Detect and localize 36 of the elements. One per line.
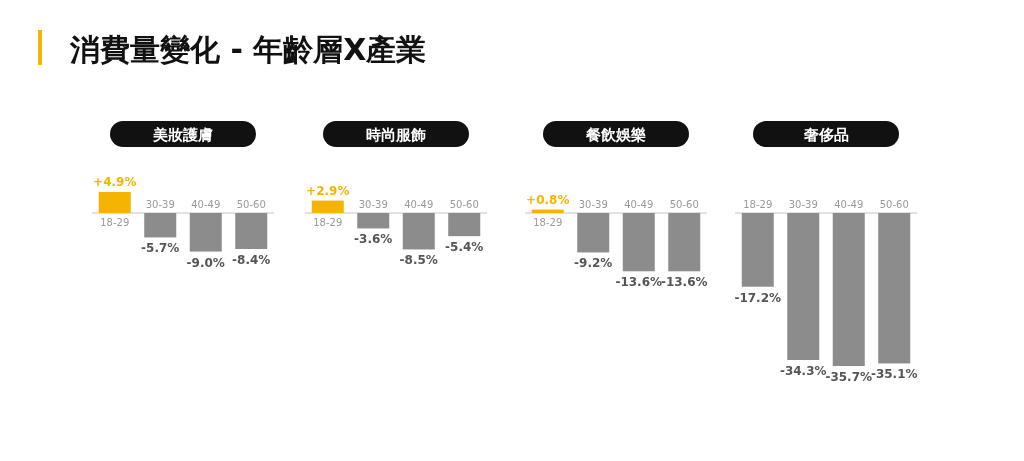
data-label: -13.6% <box>660 275 708 290</box>
x-tick-label: 50-60 <box>449 199 479 210</box>
x-tick-label: 18-29 <box>313 217 343 228</box>
x-tick-label: 30-39 <box>145 199 175 210</box>
chart-subtitle: 奢侈品 <box>802 126 849 144</box>
x-tick-label: 40-49 <box>191 199 221 210</box>
data-label: +0.8% <box>526 192 570 207</box>
x-tick-label: 18-29 <box>533 217 563 228</box>
data-label: -34.3% <box>779 364 827 378</box>
x-tick-label: 30-39 <box>578 199 608 210</box>
data-label: -8.5% <box>399 253 438 268</box>
data-label: -8.4% <box>232 253 271 267</box>
x-tick-label: 50-60 <box>236 199 266 210</box>
x-tick-label: 50-60 <box>879 199 909 210</box>
data-label: -35.7% <box>825 370 873 384</box>
chart-title: 消費量變化 - 年齡層X產業 <box>69 32 427 67</box>
data-label: -13.6% <box>615 275 663 290</box>
data-label: -5.7% <box>141 241 180 256</box>
data-label: -3.6% <box>354 232 393 247</box>
x-tick-label: 40-49 <box>834 199 864 210</box>
x-tick-label: 40-49 <box>624 199 654 210</box>
chart-subtitle: 美妝護膚 <box>152 126 213 144</box>
x-tick-label: 30-39 <box>788 199 818 210</box>
data-label: -9.2% <box>574 256 613 271</box>
x-tick-label: 50-60 <box>669 199 699 210</box>
data-label: +4.9% <box>93 175 137 189</box>
x-tick-label: 40-49 <box>404 199 434 210</box>
chart-subtitle: 餐飲娛樂 <box>585 126 646 144</box>
x-tick-label: 18-29 <box>100 217 130 228</box>
data-label: -5.4% <box>445 240 484 255</box>
data-label: +2.9% <box>306 183 350 198</box>
x-tick-label: 30-39 <box>358 199 388 210</box>
data-label: -17.2% <box>734 290 782 305</box>
x-tick-label: 18-29 <box>743 199 773 210</box>
data-label: -9.0% <box>186 255 225 270</box>
chart-subtitle: 時尚服飾 <box>366 126 426 144</box>
